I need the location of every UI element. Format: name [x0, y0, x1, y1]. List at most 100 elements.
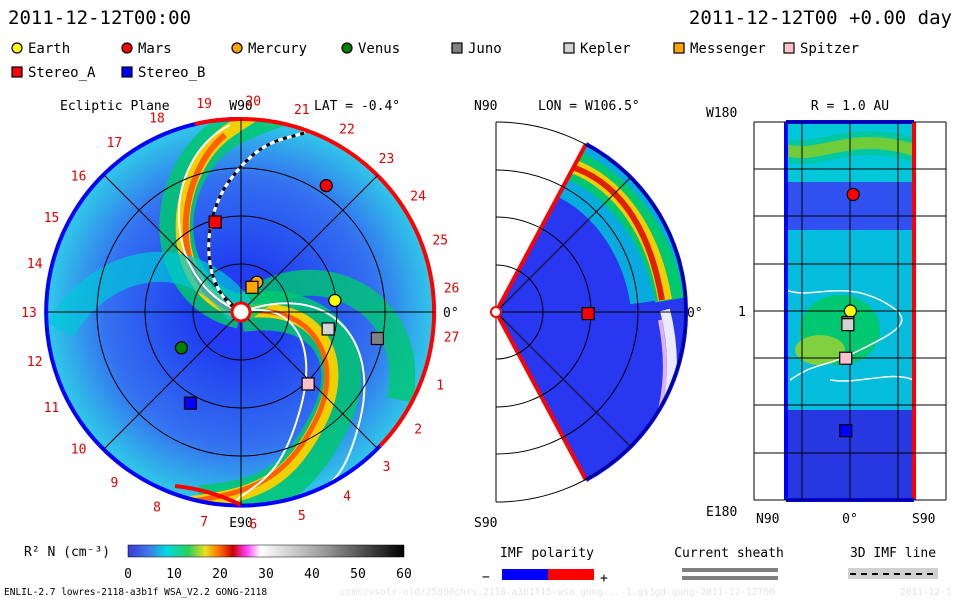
colorbar-label: R² N (cm⁻³): [24, 545, 110, 560]
density-colorbar: R² N (cm⁻³) 0 10 20 30 40 50 60: [24, 544, 412, 582]
ecliptic-lat-label: LAT = -0.4°: [314, 99, 400, 114]
imf-plus: +: [600, 571, 608, 586]
ecliptic-marker-stereo-a: [208, 215, 222, 229]
legend-label-mercury: Mercury: [248, 41, 307, 57]
legend-label-kepler: Kepler: [580, 41, 631, 57]
ecliptic-title: Ecliptic Plane: [60, 99, 170, 114]
colorbar-tick-50: 50: [350, 567, 366, 582]
imf-line-swatch: [848, 568, 938, 579]
meridional-markers: [581, 307, 595, 321]
imf-positive-swatch: [548, 569, 594, 580]
ecliptic-marker-messenger: [245, 280, 259, 294]
model-info: ENLIL-2.7 lowres-2118-a3b1f WSA_V2.2 GON…: [4, 587, 267, 598]
legend-label-earth: Earth: [28, 41, 70, 57]
colorbar-gradient: [127, 544, 405, 558]
imf-polarity-legend: IMF polarity − +: [482, 546, 608, 586]
legend-marker-mercury: [231, 42, 243, 54]
carrington-label-4: 4: [343, 490, 351, 505]
meridional-right-label: 0°: [687, 306, 703, 321]
carrington-label-3: 3: [383, 460, 391, 475]
date-tail: 2011-12-1: [900, 587, 952, 598]
legend-marker-stereo-b: [121, 66, 133, 78]
carrington-label-9: 9: [110, 476, 118, 491]
legend-label-messenger: Messenger: [690, 41, 766, 57]
ecliptic-marker-juno: [370, 331, 385, 346]
carrington-label-22: 22: [339, 122, 355, 137]
carrington-label-8: 8: [153, 501, 161, 516]
meridional-panel: N90 LON = W106.5° S90 0°: [474, 99, 703, 531]
meridional-top-label: N90: [474, 99, 497, 114]
carrington-label-13: 13: [21, 306, 37, 321]
legend-marker-stereo-a: [11, 66, 23, 78]
rmap-marker-spitzer: [839, 351, 853, 365]
rmap-marker-stereo-b: [839, 424, 853, 438]
carrington-label-19: 19: [196, 97, 212, 112]
colorbar-tick-10: 10: [166, 567, 182, 582]
meridional-marker-stereo-a: [581, 307, 595, 321]
ecliptic-marker-spitzer: [301, 377, 315, 391]
legend-label-stereo-a: Stereo_A: [28, 65, 96, 81]
carrington-label-20: 20: [245, 94, 261, 109]
legend-marker-mars: [121, 42, 133, 54]
carrington-label-10: 10: [71, 442, 87, 457]
rmap-mid-left-label: 1: [738, 305, 746, 320]
carrington-label-2: 2: [414, 422, 422, 437]
legend-label-spitzer: Spitzer: [800, 41, 859, 57]
current-sheath-title: Current sheath: [674, 546, 784, 561]
rmap-x-label-n90: N90: [756, 512, 779, 527]
rmap-top-left-label: W180: [706, 106, 737, 121]
carrington-label-7: 7: [200, 515, 208, 530]
legend-marker-spitzer: [783, 42, 795, 54]
ecliptic-marker-stereo-b: [183, 396, 198, 410]
sheath-line-2: [682, 576, 778, 580]
carrington-label-27: 27: [444, 331, 460, 346]
carrington-label-5: 5: [298, 509, 306, 524]
carrington-longitude-labels: 19 20212223242526271234567891011121314151…: [21, 94, 459, 532]
legend-marker-earth: [11, 42, 23, 54]
ecliptic-marker-venus: [174, 341, 189, 355]
imf-minus: −: [482, 570, 490, 585]
colorbar-ticks: 0 10 20 30 40 50 60: [124, 567, 412, 582]
rmap-marker-kepler: [841, 318, 855, 332]
ecliptic-marker-mars: [319, 178, 333, 193]
ecliptic-marker-kepler: [321, 322, 335, 336]
ecliptic-top-label: W90: [229, 99, 252, 114]
rmap-x-label-0: 0°: [842, 512, 858, 527]
carrington-label-15: 15: [44, 211, 60, 226]
rmap-marker-mars: [846, 187, 860, 202]
carrington-label-16: 16: [71, 170, 87, 185]
carrington-label-18: 18: [149, 111, 165, 126]
carrington-label-24: 24: [410, 190, 426, 205]
carrington-label-25: 25: [432, 233, 448, 248]
imf-line-title: 3D IMF line: [850, 546, 936, 561]
spacecraft-legend: Earth Mars Mercury Venus Juno Kepler Messenger…: [11, 41, 859, 81]
colorbar-tick-40: 40: [304, 567, 320, 582]
carrington-label-12: 12: [27, 355, 43, 370]
colorbar-tick-30: 30: [258, 567, 274, 582]
legend-label-stereo-b: Stereo_B: [138, 65, 205, 81]
carrington-label-6: 6: [249, 518, 257, 533]
rmap-markers: [839, 187, 860, 438]
legend-marker-juno: [451, 42, 463, 54]
carrington-label-21: 21: [294, 103, 310, 118]
colorbar-tick-0: 0: [124, 567, 132, 582]
imf-line-legend: 3D IMF line: [848, 546, 938, 579]
ecliptic-right-label: 0°: [443, 306, 459, 321]
timestamp-left: 2011-12-12T00:00: [8, 7, 191, 29]
colorbar-tick-60: 60: [396, 567, 412, 582]
ecliptic-bottom-label: E90: [229, 516, 252, 531]
rmap-r-label: R = 1.0 AU: [811, 99, 889, 114]
timestamp-right: 2011-12-12T00 +0.00 day: [689, 7, 952, 29]
carrington-label-23: 23: [379, 152, 395, 167]
legend-marker-kepler: [563, 42, 575, 54]
legend-label-venus: Venus: [358, 41, 400, 57]
legend-label-mars: Mars: [138, 41, 172, 57]
carrington-label-26: 26: [444, 281, 460, 296]
colorbar-tick-20: 20: [212, 567, 228, 582]
rmap-bottom-left-label: E180: [706, 505, 737, 520]
carrington-label-1: 1: [436, 379, 444, 394]
legend-label-juno: Juno: [468, 41, 502, 57]
ecliptic-markers: [174, 178, 385, 410]
meridional-bottom-label: S90: [474, 516, 497, 531]
